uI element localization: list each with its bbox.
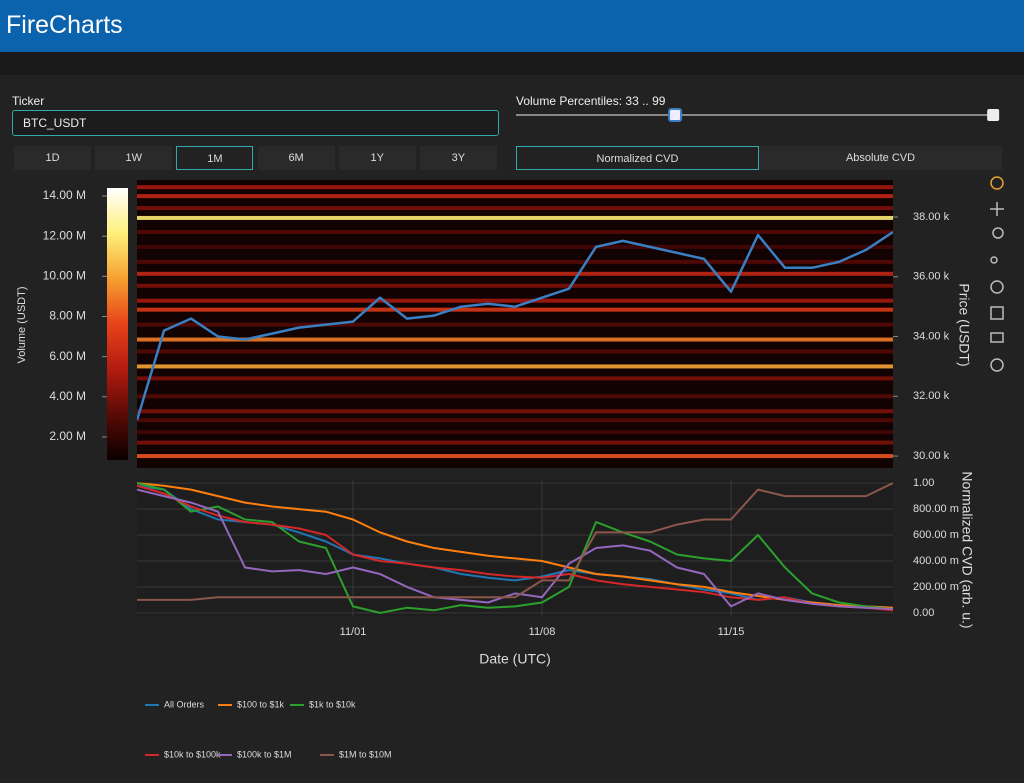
- x-tick-label: 11/08: [529, 626, 556, 638]
- heatmap-band: [137, 454, 893, 459]
- x-tick-label: 11/01: [340, 626, 367, 638]
- y2-tick-label: 32.00 k: [913, 390, 950, 402]
- heatmap-band: [137, 440, 893, 445]
- heatmap-band: [137, 418, 893, 423]
- timeframe-button[interactable]: 6M: [257, 146, 335, 170]
- x-tick-label: 11/15: [718, 626, 745, 638]
- timeframe-button[interactable]: 1D: [14, 146, 92, 170]
- heatmap-band: [137, 322, 893, 327]
- heatmap-band: [137, 394, 893, 399]
- y2-axis-title: Normalized CVD (arb. u.): [959, 471, 975, 628]
- timeframe-button[interactable]: 1M: [176, 146, 254, 170]
- y2-tick-label: 34.00 k: [913, 330, 950, 342]
- spike-icon[interactable]: [990, 358, 1004, 372]
- heatmap-band: [137, 307, 893, 312]
- y2-tick-label: 800.00 m: [913, 503, 959, 515]
- heatmap: [137, 185, 893, 459]
- slider-handle[interactable]: [668, 108, 683, 122]
- legend-label[interactable]: $10k to $100k: [164, 749, 221, 759]
- legend-label[interactable]: All Orders: [164, 699, 205, 709]
- colorbar-tick-label: 4.00 M: [49, 389, 86, 403]
- colorbar-tick-label: 2.00 M: [49, 429, 86, 443]
- heatmap-band: [137, 259, 893, 264]
- y2-tick-label: 0.00: [913, 607, 934, 619]
- heatmap-band: [137, 229, 893, 234]
- logo-icon: [990, 176, 1004, 190]
- heatmap-band: [137, 349, 893, 354]
- y2-tick-label: 1.00: [913, 477, 934, 489]
- toolbar-band: [0, 52, 1024, 75]
- colorbar-title: Volume (USDT): [16, 286, 28, 363]
- heatmap-band: [137, 271, 893, 276]
- heatmap-band: [137, 283, 893, 288]
- colorbar-tick-label: 12.00 M: [43, 228, 86, 242]
- cvd-mode-button[interactable]: Normalized CVD: [516, 146, 759, 170]
- legend-label[interactable]: $100 to $1k: [237, 699, 285, 709]
- heatmap-band: [137, 430, 893, 435]
- hover-icon[interactable]: [990, 332, 1004, 343]
- series-line: [137, 484, 893, 610]
- heatmap-band: [137, 194, 893, 199]
- y2-tick-label: 200.00 m: [913, 581, 959, 593]
- slider-label: Volume Percentiles: 33 .. 99: [516, 94, 666, 108]
- heatmap-band: [137, 364, 893, 369]
- y2-tick-label: 36.00 k: [913, 271, 950, 283]
- colorbar: [107, 188, 128, 460]
- heatmap-band: [137, 206, 893, 211]
- series-line: [137, 482, 893, 614]
- cvd-lines: [137, 482, 893, 614]
- legend-label[interactable]: $100k to $1M: [237, 749, 292, 759]
- heatmap-band: [137, 337, 893, 342]
- series-line: [137, 482, 893, 609]
- app-title: FireCharts: [6, 11, 123, 39]
- colorbar-tick-label: 8.00 M: [49, 309, 86, 323]
- y2-tick-label: 30.00 k: [913, 450, 950, 462]
- series-line: [137, 482, 893, 601]
- colorbar-tick-label: 10.00 M: [43, 268, 86, 282]
- zoom-icon[interactable]: [992, 227, 1004, 239]
- ticker-input[interactable]: BTC_USDT: [12, 110, 499, 136]
- select-icon[interactable]: [990, 256, 998, 264]
- plot-background: [137, 180, 893, 468]
- timeframe-button[interactable]: 1W: [95, 146, 173, 170]
- ticker-label: Ticker: [12, 94, 45, 108]
- heatmap-band: [137, 244, 893, 249]
- heatmap-band: [137, 409, 893, 414]
- x-axis-title: Date (UTC): [479, 651, 551, 667]
- series-line: [137, 484, 893, 612]
- y2-axis-title: Price (USDT): [956, 283, 972, 366]
- y2-tick-label: 600.00 m: [913, 529, 959, 541]
- heatmap-band: [137, 185, 893, 190]
- pan-icon[interactable]: [990, 202, 1004, 216]
- modebar: [990, 176, 1004, 372]
- timeframe-button[interactable]: 3Y: [419, 146, 497, 170]
- save-icon[interactable]: [990, 306, 1004, 320]
- colorbar-tick-label: 6.00 M: [49, 349, 86, 363]
- colorbar-tick-label: 14.00 M: [43, 188, 86, 202]
- legend-label[interactable]: $1M to $10M: [339, 749, 392, 759]
- series-line: [137, 488, 893, 610]
- series-line: [137, 230, 893, 421]
- slider-handle[interactable]: [987, 109, 1000, 121]
- y2-tick-label: 38.00 k: [913, 211, 950, 223]
- reset-icon[interactable]: [990, 280, 1004, 294]
- y2-tick-label: 400.00 m: [913, 555, 959, 567]
- cvd-mode-button[interactable]: Absolute CVD: [759, 146, 1002, 170]
- heatmap-band: [137, 298, 893, 303]
- legend-label[interactable]: $1k to $10k: [309, 699, 356, 709]
- timeframe-button[interactable]: 1Y: [338, 146, 416, 170]
- heatmap-band: [137, 215, 893, 220]
- header: FireCharts: [0, 0, 1024, 52]
- plot-background: [137, 480, 893, 616]
- heatmap-band: [137, 376, 893, 381]
